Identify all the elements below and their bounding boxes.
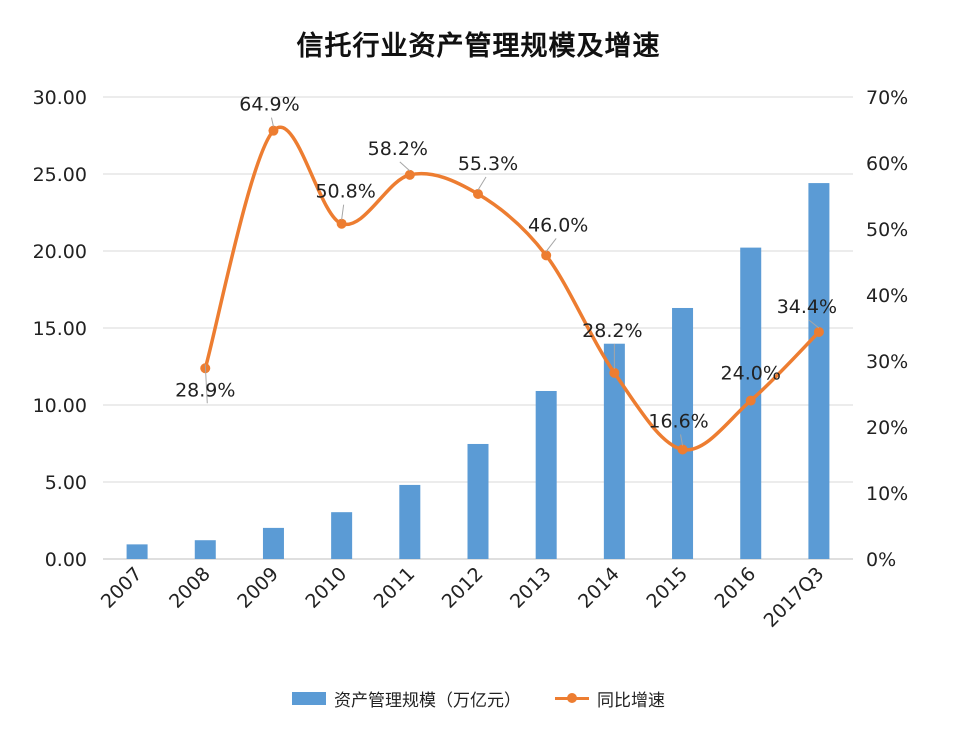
growth-point	[541, 250, 552, 261]
growth-line	[203, 125, 821, 452]
x-tick-label: 2012	[438, 563, 488, 613]
data-label-leader	[680, 434, 684, 446]
legend-line-swatch	[555, 692, 589, 705]
legend: 资产管理规模（万亿元） 同比增速	[0, 686, 957, 711]
data-label: 55.3%	[458, 153, 518, 175]
x-tick-label: 2015	[642, 563, 692, 613]
y-right-tick-label: 60%	[866, 153, 908, 175]
data-label: 28.9%	[175, 379, 235, 401]
x-tick-label: 2009	[233, 563, 283, 613]
data-label: 64.9%	[239, 94, 299, 116]
legend-line-label: 同比增速	[597, 691, 665, 711]
growth-point	[677, 444, 688, 455]
bar	[603, 343, 625, 559]
bar	[194, 540, 216, 559]
growth-point	[609, 367, 620, 378]
data-label: 24.0%	[721, 363, 781, 385]
data-label-leader	[204, 364, 208, 404]
data-label-leader	[808, 319, 820, 329]
data-label-leader	[399, 161, 411, 172]
y-left-tick-label: 20.00	[33, 241, 87, 263]
y-right-tick-label: 30%	[866, 351, 908, 373]
legend-bar-swatch	[292, 692, 326, 705]
data-label: 34.4%	[777, 296, 837, 318]
data-label-leader	[477, 176, 487, 191]
y-right-tick-label: 0%	[866, 549, 896, 571]
growth-point	[268, 125, 279, 136]
bar	[535, 390, 557, 559]
data-label: 58.2%	[368, 138, 428, 160]
data-label: 46.0%	[528, 214, 588, 236]
y-right-tick-label: 70%	[866, 87, 908, 109]
bar	[262, 527, 284, 559]
y-right-tick-label: 40%	[866, 285, 908, 307]
y-left-tick-label: 5.00	[45, 472, 87, 494]
bar	[399, 484, 421, 559]
bar	[331, 512, 353, 559]
y-left-tick-label: 30.00	[33, 87, 87, 109]
bar	[808, 183, 830, 559]
x-tick-label: 2011	[370, 563, 420, 613]
y-right-tick-label: 50%	[866, 219, 908, 241]
legend-bar-label: 资产管理规模（万亿元）	[334, 691, 521, 711]
y-right-tick-label: 20%	[866, 417, 908, 439]
x-tick-label: 2008	[165, 563, 215, 613]
x-tick-label: 2016	[711, 563, 761, 613]
growth-point	[473, 189, 483, 200]
bar	[672, 307, 694, 559]
y-right-tick-label: 10%	[866, 483, 908, 505]
legend-item-line: 同比增速	[555, 686, 665, 711]
data-label-leader	[270, 117, 274, 127]
bar	[467, 443, 489, 559]
growth-point	[813, 326, 824, 337]
x-tick-label: 2010	[301, 563, 351, 613]
growth-point	[336, 218, 347, 229]
legend-item-bar: 资产管理规模（万亿元）	[292, 686, 521, 711]
y-left-tick-label: 0.00	[45, 549, 87, 571]
y-left-tick-label: 10.00	[33, 395, 87, 417]
growth-point	[404, 169, 415, 180]
y-left-tick-label: 15.00	[33, 318, 87, 340]
data-label: 28.2%	[582, 320, 642, 342]
y-left-tick-label: 25.00	[33, 164, 87, 186]
x-tick-label: 2007	[97, 563, 147, 613]
data-label-leader	[545, 238, 557, 252]
chart-title: 信托行业资产管理规模及增速	[296, 31, 661, 62]
x-tick-label: 2013	[506, 563, 556, 613]
bar	[126, 544, 148, 559]
data-label-leader	[341, 204, 345, 220]
data-label: 16.6%	[648, 410, 708, 432]
x-tick-label: 2014	[574, 563, 624, 613]
data-label: 50.8%	[315, 181, 375, 203]
growth-point	[745, 395, 756, 406]
x-tick-label: 2017Q3	[760, 563, 829, 632]
